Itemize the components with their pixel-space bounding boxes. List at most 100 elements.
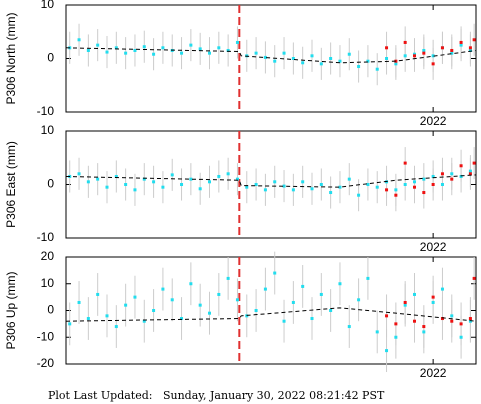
- data-point: [86, 317, 90, 321]
- y-tick-label: 0: [47, 177, 54, 191]
- data-point: [217, 292, 221, 296]
- data-point: [329, 191, 333, 195]
- data-point: [301, 284, 305, 288]
- data-point: [319, 292, 323, 296]
- data-point: [217, 46, 221, 50]
- data-point: [282, 184, 286, 188]
- data-point: [152, 180, 156, 184]
- data-point: [472, 161, 476, 165]
- data-point: [263, 188, 267, 192]
- data-point: [375, 67, 379, 71]
- data-point: [468, 317, 472, 321]
- data-point: [459, 40, 463, 44]
- y-tick-label: -10: [37, 329, 55, 343]
- data-point: [394, 62, 398, 66]
- data-point: [208, 311, 211, 315]
- footer: Plot Last Updated: Sunday, January 30, 2…: [48, 389, 385, 402]
- trend-line: [65, 47, 477, 64]
- data-point: [189, 282, 193, 286]
- data-point: [431, 62, 435, 66]
- data-point: [431, 183, 435, 186]
- data-point: [394, 188, 398, 192]
- data-point: [394, 193, 398, 197]
- data-point: [450, 319, 454, 323]
- data-point: [422, 51, 426, 55]
- data-point: [198, 303, 202, 307]
- data-point: [263, 55, 267, 59]
- data-point: [245, 185, 249, 189]
- data-point: [403, 300, 407, 304]
- data-point: [180, 317, 184, 321]
- x-tick-label: 2022: [420, 240, 447, 254]
- data-point: [468, 169, 472, 173]
- data-point: [114, 46, 118, 50]
- data-point: [170, 298, 174, 302]
- data-point: [86, 180, 90, 184]
- data-point: [403, 161, 407, 165]
- data-point: [413, 54, 416, 58]
- y-tick-label: -10: [37, 104, 55, 118]
- data-point: [170, 173, 174, 177]
- data-point: [226, 172, 230, 176]
- data-point: [385, 349, 389, 353]
- data-point: [124, 183, 128, 186]
- data-point: [161, 287, 165, 291]
- data-point: [413, 52, 416, 56]
- data-point: [291, 300, 295, 304]
- data-point: [152, 52, 156, 56]
- data-point: [450, 51, 454, 55]
- data-point: [254, 309, 258, 312]
- data-point: [77, 300, 81, 304]
- data-point: [468, 48, 472, 52]
- data-point: [357, 193, 361, 197]
- data-point: [394, 335, 398, 339]
- data-point: [319, 62, 323, 66]
- data-point: [459, 174, 463, 178]
- y-tick-label: 10: [41, 0, 55, 11]
- data-point: [366, 59, 370, 63]
- data-point: [124, 51, 128, 55]
- data-point: [189, 177, 193, 181]
- data-point: [105, 314, 109, 318]
- data-point: [440, 183, 444, 186]
- data-point: [68, 322, 72, 326]
- data-point: [133, 295, 137, 299]
- data-point: [338, 282, 342, 286]
- data-point: [413, 292, 416, 296]
- data-point: [329, 57, 333, 60]
- data-point: [291, 188, 295, 192]
- data-point: [254, 51, 258, 55]
- data-point: [459, 322, 463, 326]
- y-tick-label: -10: [37, 230, 55, 244]
- data-point: [124, 303, 128, 307]
- data-point: [301, 180, 305, 184]
- data-point: [263, 287, 267, 291]
- data-point: [422, 48, 426, 52]
- data-point: [235, 298, 239, 302]
- data-point: [208, 180, 211, 184]
- data-point: [235, 177, 239, 181]
- data-point: [142, 45, 146, 49]
- data-point: [422, 177, 426, 181]
- x-tick-label: 2022: [420, 366, 447, 380]
- data-point: [422, 330, 426, 334]
- data-point: [319, 183, 323, 186]
- data-point: [189, 43, 193, 47]
- data-point: [459, 43, 463, 47]
- y-tick-label: 0: [47, 51, 54, 65]
- data-point: [385, 46, 389, 50]
- data-point: [114, 325, 118, 329]
- data-point: [329, 309, 333, 312]
- data-point: [208, 51, 211, 55]
- data-point: [347, 52, 351, 56]
- data-point: [347, 325, 351, 329]
- data-point: [198, 47, 202, 51]
- data-point: [403, 54, 407, 58]
- data-point: [413, 185, 416, 189]
- data-point: [468, 319, 472, 323]
- data-point: [385, 314, 389, 318]
- data-point: [338, 59, 342, 63]
- data-point: [226, 48, 230, 52]
- data-point: [366, 183, 370, 186]
